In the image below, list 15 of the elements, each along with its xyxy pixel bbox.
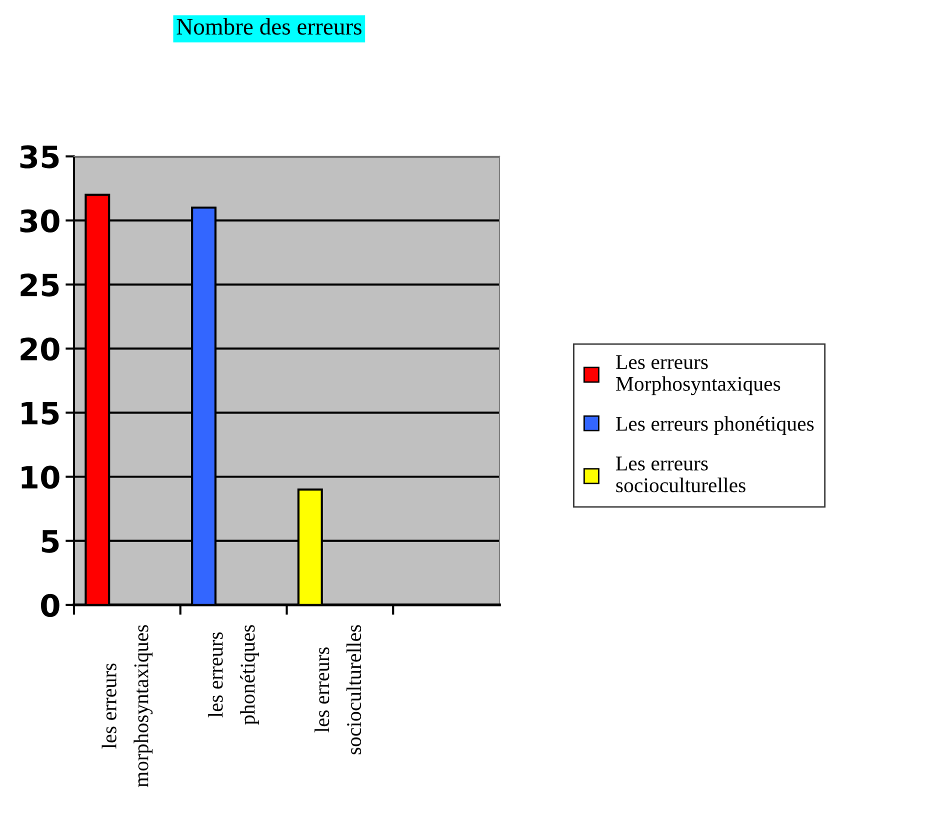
chart-title: Nombre des erreurs [176,18,362,35]
legend-label: Les erreurs phonétiques [616,416,814,436]
y-tick-label: 20 [20,338,60,361]
legend-label: Les erreurs Morphosyntaxiques [616,355,780,396]
x-tick-label: les erreurs phonétiques [208,625,259,725]
x-tick-label: les erreurs morphosyntaxiques [102,625,153,788]
y-tick-label: 10 [22,466,60,489]
y-tick-label: 0 [41,594,60,617]
x-tick-label: les erreurs socioculturelles [314,625,362,754]
y-tick-label: 25 [20,273,59,297]
y-tick-label: 5 [42,530,59,553]
y-tick-label: 30 [20,209,60,232]
y-tick-label: 35 [20,145,59,168]
legend-label: Les erreurs socioculturelles [616,456,746,492]
y-tick-label: 15 [22,402,59,425]
